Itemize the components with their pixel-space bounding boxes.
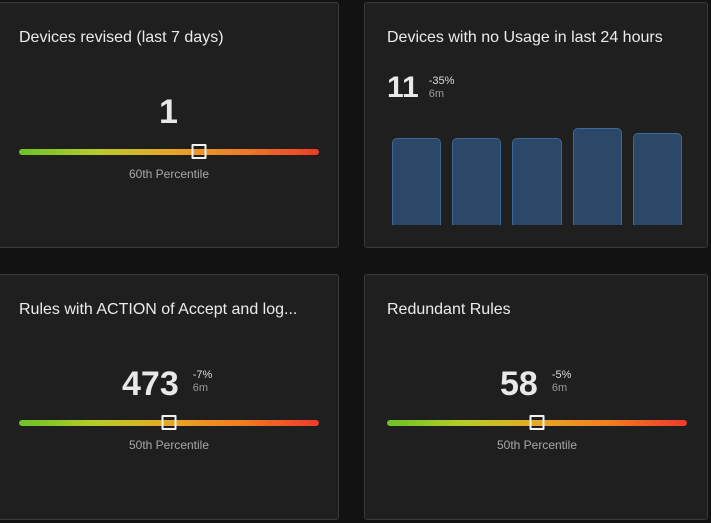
metric-period: 6m: [551, 382, 568, 394]
metric-value: 473: [122, 365, 179, 403]
devices-revised-card[interactable]: Devices revised (last 7 days) 1 60th Per…: [0, 2, 339, 248]
metric-value: 11: [387, 71, 419, 104]
metric-period: 6m: [428, 88, 444, 100]
metric-row: 11 -35% 6m: [387, 73, 454, 103]
devices-no-usage-card[interactable]: Devices with no Usage in last 24 hours 1…: [364, 2, 708, 248]
percentile-marker[interactable]: [529, 415, 545, 430]
metric-value: 1: [159, 93, 178, 131]
metric-side: -7% 6m: [193, 369, 213, 395]
percentile-label: 60th Percentile: [128, 167, 210, 181]
percentile-label: 50th Percentile: [496, 438, 578, 452]
percentile-gauge: [19, 415, 319, 430]
metric-value: 58: [500, 365, 538, 403]
metric-change: -35%: [428, 75, 455, 87]
chart-bar[interactable]: [392, 138, 442, 225]
metric-period: 6m: [192, 382, 209, 394]
usage-bar-chart: [392, 123, 682, 225]
percentile-gauge: [19, 144, 319, 159]
card-title: Devices revised (last 7 days): [19, 29, 224, 46]
chart-bar[interactable]: [632, 133, 682, 225]
card-title: Rules with ACTION of Accept and log...: [19, 301, 298, 318]
percentile-marker[interactable]: [161, 415, 177, 430]
metric-change: -5%: [551, 369, 572, 381]
percentile-marker[interactable]: [191, 144, 207, 159]
redundant-rules-card[interactable]: Redundant Rules 58 -5% 6m 50th Percentil…: [364, 274, 708, 520]
metric-side: -35% 6m: [429, 75, 455, 101]
chart-bar[interactable]: [452, 138, 502, 225]
metric-side: -5% 6m: [552, 369, 572, 395]
card-title: Devices with no Usage in last 24 hours: [387, 29, 663, 46]
percentile-gauge: [387, 415, 687, 430]
chart-bar[interactable]: [572, 128, 622, 225]
rules-accept-log-card[interactable]: Rules with ACTION of Accept and log... 4…: [0, 274, 339, 520]
metric-row: 473 -7% 6m: [122, 367, 212, 401]
card-title: Redundant Rules: [387, 301, 511, 318]
metric-change: -7%: [192, 369, 213, 381]
metric-row: 58 -5% 6m: [500, 367, 571, 401]
chart-bar[interactable]: [512, 138, 562, 225]
percentile-label: 50th Percentile: [128, 438, 210, 452]
